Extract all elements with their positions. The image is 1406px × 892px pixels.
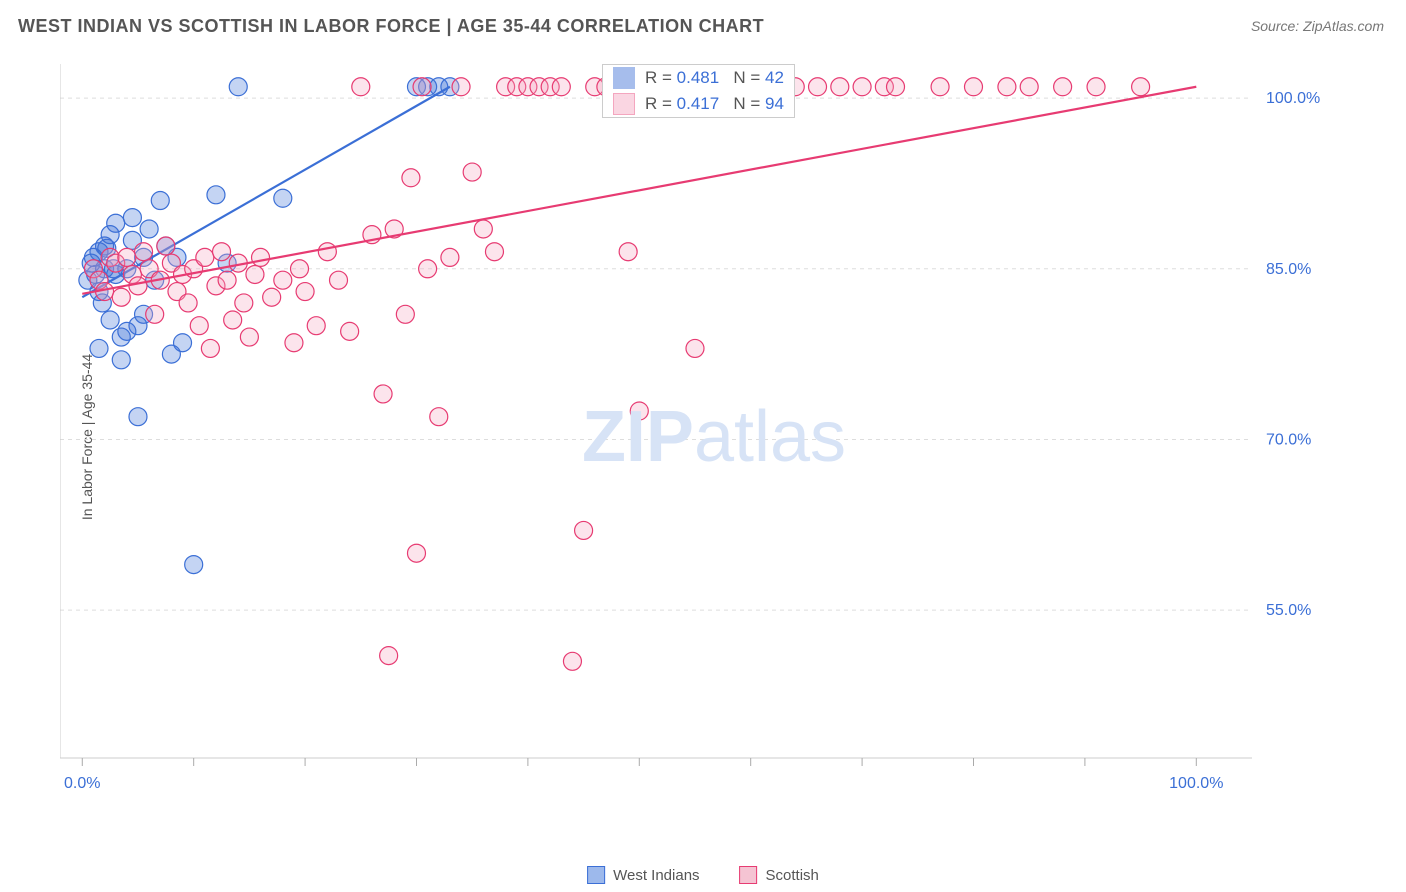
legend-item: West Indians xyxy=(587,866,699,884)
legend-below: West Indians Scottish xyxy=(587,866,819,884)
svg-text:55.0%: 55.0% xyxy=(1266,602,1311,619)
chart-title: WEST INDIAN VS SCOTTISH IN LABOR FORCE |… xyxy=(18,16,764,37)
legend-swatch xyxy=(587,866,605,884)
legend-swatch xyxy=(740,866,758,884)
stats-row: R = 0.481 N = 42 xyxy=(603,65,794,91)
legend-label: Scottish xyxy=(766,867,819,884)
stats-swatch xyxy=(613,67,635,89)
plot-area: In Labor Force | Age 35-44 0.0%100.0%55.… xyxy=(60,56,1368,818)
source-label: Source: ZipAtlas.com xyxy=(1251,18,1384,34)
stats-text: R = 0.481 N = 42 xyxy=(645,68,784,88)
legend-label: West Indians xyxy=(613,867,699,884)
stats-swatch xyxy=(613,93,635,115)
svg-text:0.0%: 0.0% xyxy=(64,775,100,792)
legend-item: Scottish xyxy=(740,866,819,884)
svg-text:100.0%: 100.0% xyxy=(1266,90,1320,107)
svg-text:70.0%: 70.0% xyxy=(1266,431,1311,448)
stats-text: R = 0.417 N = 94 xyxy=(645,94,784,114)
svg-text:85.0%: 85.0% xyxy=(1266,261,1311,278)
svg-text:100.0%: 100.0% xyxy=(1169,775,1223,792)
scatter-plot-svg: 0.0% 100.0% 55.0% 70.0% 85.0% 100.0% xyxy=(60,56,1330,798)
stats-box: R = 0.481 N = 42 R = 0.417 N = 94 xyxy=(602,64,795,118)
stats-row: R = 0.417 N = 94 xyxy=(603,91,794,117)
